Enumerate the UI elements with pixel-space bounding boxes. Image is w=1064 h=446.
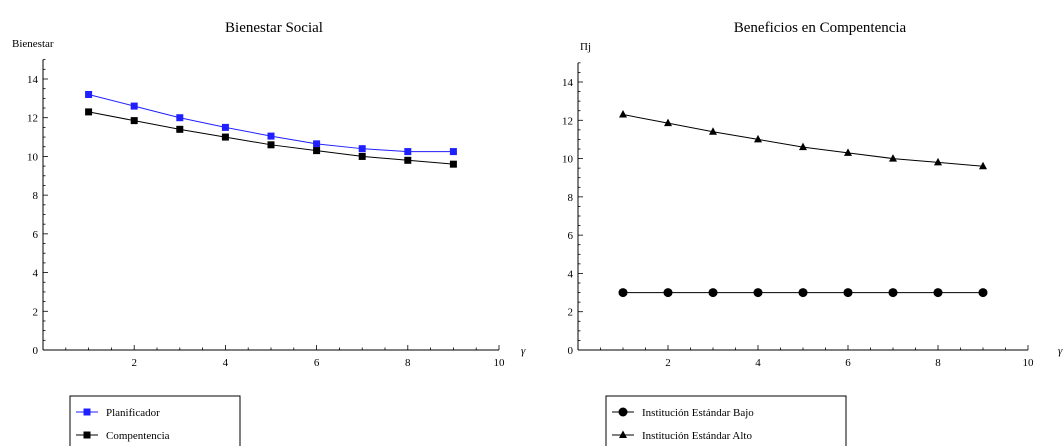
chart-title-left: Bienestar Social	[225, 20, 323, 36]
series-2-left-point	[267, 141, 275, 149]
series-2-left-point	[313, 147, 321, 155]
y-tick-label: 6	[568, 230, 574, 242]
series-1-right-point	[798, 288, 808, 298]
series-2-left-point	[404, 156, 412, 164]
series-1-left-point	[404, 148, 412, 156]
y-tick-label: 2	[568, 307, 574, 319]
y-tick-label: 12	[27, 113, 38, 125]
legend-right: Institución Estándar Bajo Institución Est…	[605, 395, 847, 446]
x-tick-label: 10	[494, 357, 506, 369]
y-tick-label: 0	[33, 345, 39, 357]
series-1-right-point	[933, 288, 943, 298]
legend-marker	[83, 431, 91, 439]
y-tick-label: 6	[33, 229, 39, 241]
series-1-left-point	[176, 114, 184, 122]
series-2-left-point	[176, 125, 184, 133]
series-1-left-point	[313, 140, 321, 148]
legend-label: Planificador	[106, 407, 160, 419]
series-1-left-point	[130, 102, 138, 110]
y-axis-label-right: Πj	[580, 41, 591, 53]
y-tick-label: 0	[568, 345, 574, 357]
series-1-right-point	[843, 288, 853, 298]
x-tick-label: 2	[131, 357, 137, 369]
y-tick-label: 14	[27, 74, 39, 86]
legend-box	[69, 395, 241, 446]
series-1-left-point	[267, 132, 275, 140]
y-axis-label-left: Bienestar	[12, 38, 54, 50]
x-tick-label: 6	[314, 357, 320, 369]
y-tick-label: 14	[562, 77, 574, 89]
x-axis-label-left: γ	[521, 345, 526, 357]
series-2-right-point	[889, 154, 897, 162]
x-tick-label: 6	[845, 357, 851, 369]
series-1-right-point	[708, 288, 718, 298]
series-2-left-point	[130, 117, 138, 125]
x-tick-label: 8	[405, 357, 411, 369]
series-2-left-point	[221, 133, 229, 141]
series-2-right-point	[709, 127, 717, 135]
series-1-left-point	[85, 90, 93, 98]
y-tick-label: 2	[33, 306, 39, 318]
y-tick-label: 10	[27, 151, 39, 163]
chart-right: Beneficios en Compentencia Πj γ 2 4 6 8 10 12 14 0…	[562, 20, 1063, 446]
series-1-right-point	[663, 288, 673, 298]
y-tick-label: 8	[568, 192, 574, 204]
legend-marker	[83, 408, 91, 416]
y-tick-label: 4	[33, 268, 39, 280]
x-tick-label: 2	[665, 357, 671, 369]
legend-left: Planificador Compentencia	[69, 395, 241, 446]
series-2-right-line	[622, 114, 984, 167]
series-1-right-point	[618, 288, 628, 298]
series-2-right-point	[799, 142, 807, 151]
series-1-left-point	[221, 123, 229, 131]
series-2-right-point	[844, 148, 852, 156]
series-1-right-point	[753, 288, 763, 298]
x-axis-label-right: γ	[1058, 345, 1063, 357]
series-2-left-point	[449, 160, 457, 168]
series-2-right-point	[619, 110, 627, 118]
y-tick-label: 8	[33, 190, 39, 202]
x-tick-label: 4	[755, 357, 761, 369]
x-tick-label: 10	[1023, 357, 1035, 369]
legend-label: Institución Estándar Alto	[642, 430, 752, 442]
legend-box	[605, 395, 847, 446]
series-2-right-point	[979, 161, 987, 170]
x-tick-label: 4	[223, 357, 229, 369]
chart-left: Bienestar Social Bienestar γ 2 4 6 8 10 12 14 0 2 4 6…	[12, 20, 526, 446]
series-1-right-point	[888, 288, 898, 298]
series-1-left-point	[449, 148, 457, 156]
y-tick-label: 10	[562, 154, 574, 166]
series-1-left-point	[358, 145, 366, 153]
series-2-right-point	[934, 157, 942, 166]
chart-title-right: Beneficios en Compentencia	[734, 20, 907, 36]
series-2-right-point	[664, 118, 672, 127]
y-tick-label: 4	[568, 268, 574, 280]
series-1-right-point	[978, 288, 988, 298]
series-2-left-point	[85, 108, 93, 116]
x-tick-label: 8	[935, 357, 941, 369]
legend-marker	[619, 430, 627, 438]
legend-label: Compentencia	[106, 430, 170, 442]
y-tick-label: 12	[562, 115, 573, 127]
legend-label: Institución Estándar Bajo	[642, 407, 754, 419]
series-2-left-point	[358, 152, 366, 160]
legend-marker	[618, 407, 628, 417]
series-2-right-point	[754, 134, 762, 143]
